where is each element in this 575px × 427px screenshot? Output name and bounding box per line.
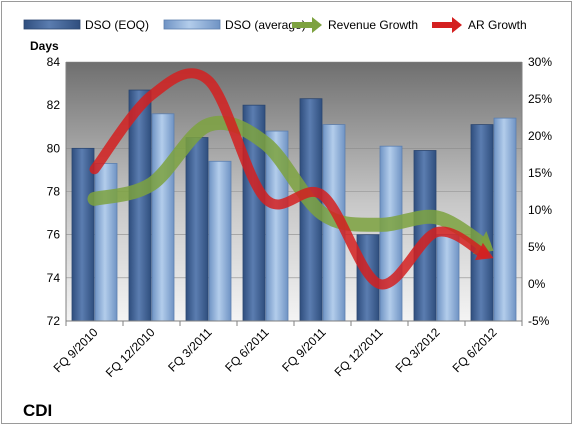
dso-eoq-swatch-icon [23, 19, 81, 30]
y2-tick-label: 30% [528, 55, 552, 69]
legend-item-ar-growth: AR Growth [432, 17, 527, 33]
revenue-growth-line [87, 115, 491, 253]
y2-tick-label: 5% [528, 240, 546, 254]
x-tick-label: FQ 9/2011 [279, 325, 329, 375]
red-arrow-icon [432, 17, 462, 33]
bar-dso-average [151, 113, 175, 322]
legend-item-dso-average: DSO (average) [163, 18, 306, 32]
y-axis-title: Days [30, 39, 59, 53]
dso-average-swatch-icon [163, 19, 221, 30]
bar-dso-average [379, 145, 403, 322]
legend-label-revenue-growth: Revenue Growth [328, 18, 418, 32]
legend-item-dso-eoq: DSO (EOQ) [23, 18, 149, 32]
x-axis-ticks: FQ 9/2010 FQ 12/2010 FQ 3/2011 FQ 6/2011 FQ … [51, 325, 500, 380]
legend: DSO (EOQ) DSO (average) Revenue Growth A… [23, 17, 527, 33]
y-tick-label: 78 [47, 185, 61, 199]
y-tick-label: 80 [47, 141, 61, 155]
right-axis-ticks: -5% 0% 5% 10% 15% 20% 25% 30% [528, 55, 552, 328]
y-tick-label: 76 [47, 228, 61, 242]
legend-item-revenue-growth: Revenue Growth [292, 17, 418, 33]
growth-lines [87, 68, 494, 290]
ar-growth-arrowhead-icon [475, 242, 494, 261]
bar-dso-average [208, 160, 232, 322]
x-tick-label: FQ 12/2011 [332, 325, 386, 379]
bar-dso-eoq [470, 124, 494, 322]
y-tick-label: 74 [47, 271, 61, 285]
left-axis-ticks: 72 74 76 78 80 82 84 [47, 55, 61, 328]
legend-label-dso-average: DSO (average) [225, 18, 306, 32]
x-tick-label: FQ 6/2012 [450, 325, 500, 375]
company-label: CDI [23, 401, 52, 420]
x-tick-label: FQ 6/2011 [222, 325, 272, 375]
x-tick-label: FQ 3/2012 [393, 325, 443, 375]
x-tick-label: FQ 12/2010 [103, 325, 158, 380]
y-tick-label: 82 [47, 98, 61, 112]
y2-tick-label: -5% [528, 314, 550, 328]
bar-dso-average [493, 117, 517, 322]
x-tick-label: FQ 3/2011 [165, 325, 215, 375]
y-tick-label: 72 [47, 314, 61, 328]
bar-dso-eoq [128, 89, 152, 322]
y2-tick-label: 10% [528, 203, 552, 217]
y2-tick-label: 15% [528, 166, 552, 180]
y-tick-label: 84 [47, 55, 61, 69]
bar-dso-eoq [71, 147, 95, 322]
legend-label-dso-eoq: DSO (EOQ) [85, 18, 149, 32]
ar-growth-line [89, 68, 489, 290]
bar-dso-average [94, 163, 118, 322]
y2-tick-label: 20% [528, 129, 552, 143]
y2-tick-label: 0% [528, 277, 546, 291]
bar-dso-eoq [185, 137, 209, 322]
legend-label-ar-growth: AR Growth [468, 18, 527, 32]
axes [65, 62, 523, 326]
green-arrow-icon [292, 17, 322, 33]
x-tick-label: FQ 9/2010 [51, 325, 101, 375]
y2-tick-label: 25% [528, 92, 552, 106]
bar-dso-average [436, 234, 460, 322]
